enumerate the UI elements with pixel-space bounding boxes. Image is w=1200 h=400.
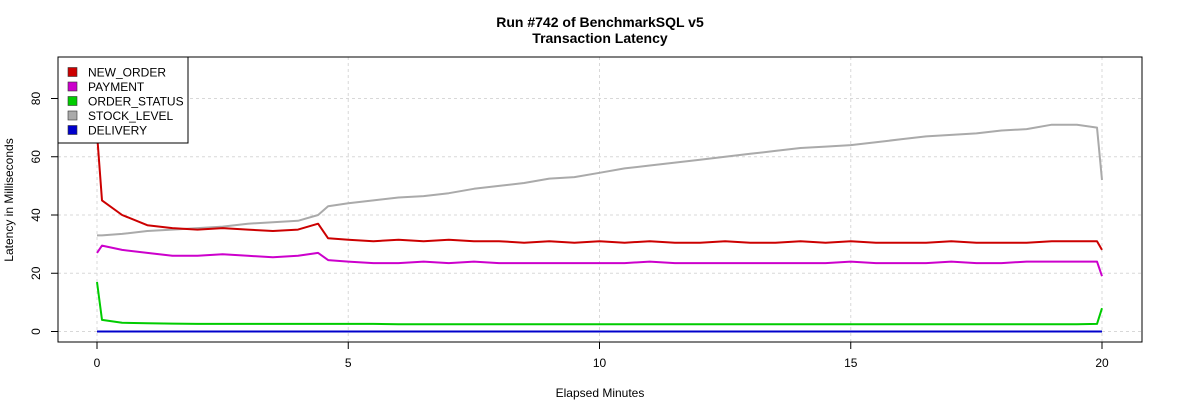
y-axis-label: Latency in Milliseconds bbox=[2, 138, 16, 261]
y-tick-label: 0 bbox=[29, 328, 43, 335]
series-line-order-status bbox=[96, 281, 1103, 326]
chart-title: Run #742 of BenchmarkSQL v5 bbox=[496, 14, 704, 30]
x-tick-label: 5 bbox=[345, 356, 352, 370]
y-tick-label: 60 bbox=[29, 150, 43, 164]
x-tick-label: 0 bbox=[94, 356, 101, 370]
legend-swatch bbox=[67, 125, 78, 135]
axes: 0 5 10 15 20 0 20 40 60 80 bbox=[29, 92, 1109, 370]
series-lines bbox=[96, 123, 1103, 333]
chart-subtitle: Transaction Latency bbox=[532, 30, 668, 46]
legend-swatch bbox=[67, 67, 78, 77]
legend-swatch bbox=[67, 81, 78, 92]
legend-label: DELIVERY bbox=[88, 124, 147, 138]
x-tick-label: 15 bbox=[844, 356, 858, 370]
y-tick-label: 80 bbox=[29, 92, 43, 106]
x-tick-label: 10 bbox=[593, 356, 607, 370]
legend-swatch bbox=[67, 96, 78, 106]
y-tick-label: 40 bbox=[29, 208, 43, 222]
series-line-payment bbox=[96, 244, 1103, 277]
x-tick-label: 20 bbox=[1095, 356, 1109, 370]
series-line-new-order bbox=[96, 133, 1103, 251]
series-line-stock-level bbox=[97, 123, 1103, 237]
legend-label: ORDER_STATUS bbox=[88, 95, 184, 109]
legend-swatch bbox=[67, 110, 78, 121]
legend-label: NEW_ORDER bbox=[88, 66, 166, 80]
y-tick-label: 20 bbox=[29, 266, 43, 280]
legend-box bbox=[57, 56, 189, 144]
legend-label: PAYMENT bbox=[88, 80, 145, 94]
legend: NEW_ORDERPAYMENTORDER_STATUSSTOCK_LEVELD… bbox=[57, 56, 189, 144]
legend-label: STOCK_LEVEL bbox=[88, 109, 173, 123]
grid-lines bbox=[58, 57, 1142, 342]
x-axis-label: Elapsed Minutes bbox=[556, 386, 645, 400]
